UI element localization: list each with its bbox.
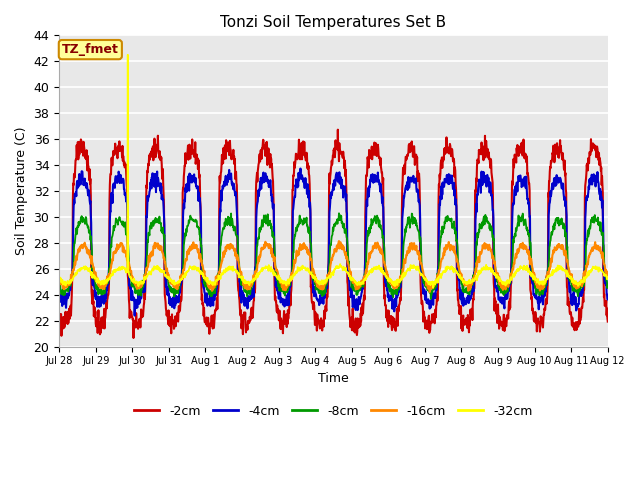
-2cm xyxy=(178,295,186,301)
-8cm xyxy=(177,273,185,279)
-8cm xyxy=(239,279,246,285)
-2cm xyxy=(130,335,138,341)
-2cm xyxy=(334,127,342,132)
-2cm xyxy=(239,331,247,337)
Y-axis label: Soil Temperature (C): Soil Temperature (C) xyxy=(15,127,28,255)
-2cm xyxy=(491,295,499,301)
-2cm xyxy=(164,321,172,327)
-8cm xyxy=(419,272,427,277)
-4cm xyxy=(164,284,172,290)
-8cm xyxy=(491,263,499,268)
-16cm xyxy=(335,238,343,244)
-32cm xyxy=(239,274,247,280)
-32cm xyxy=(164,276,172,281)
-32cm xyxy=(429,285,437,290)
Line: -32cm: -32cm xyxy=(59,55,608,288)
-4cm xyxy=(419,291,427,297)
-4cm xyxy=(296,166,304,171)
-16cm xyxy=(426,289,433,295)
-8cm xyxy=(55,278,63,284)
-8cm xyxy=(604,282,612,288)
Line: -4cm: -4cm xyxy=(59,168,608,315)
-32cm xyxy=(540,281,547,287)
Legend: -2cm, -4cm, -8cm, -16cm, -32cm: -2cm, -4cm, -8cm, -16cm, -32cm xyxy=(129,400,538,423)
-32cm xyxy=(419,273,427,279)
-4cm xyxy=(540,297,547,302)
-8cm xyxy=(427,296,435,302)
-4cm xyxy=(491,274,499,280)
-4cm xyxy=(55,299,63,304)
-4cm xyxy=(604,297,612,302)
-32cm xyxy=(124,52,132,58)
-32cm xyxy=(491,270,499,276)
-32cm xyxy=(55,276,63,282)
-4cm xyxy=(131,312,138,318)
-16cm xyxy=(491,259,499,265)
-2cm xyxy=(55,321,63,326)
X-axis label: Time: Time xyxy=(318,372,349,385)
-2cm xyxy=(604,319,612,324)
-4cm xyxy=(239,296,247,301)
Line: -2cm: -2cm xyxy=(59,130,608,338)
-16cm xyxy=(540,285,547,290)
-16cm xyxy=(604,275,612,281)
Text: TZ_fmet: TZ_fmet xyxy=(62,43,119,56)
-2cm xyxy=(540,317,547,323)
-32cm xyxy=(178,276,186,282)
Line: -16cm: -16cm xyxy=(59,241,608,292)
-16cm xyxy=(239,275,246,280)
-16cm xyxy=(419,268,427,274)
-16cm xyxy=(55,277,63,283)
Title: Tonzi Soil Temperatures Set B: Tonzi Soil Temperatures Set B xyxy=(220,15,447,30)
-32cm xyxy=(604,276,612,282)
-8cm xyxy=(540,288,547,293)
-2cm xyxy=(419,319,427,324)
-16cm xyxy=(177,276,185,282)
-8cm xyxy=(164,276,172,282)
-8cm xyxy=(335,210,343,216)
-16cm xyxy=(164,270,172,276)
-4cm xyxy=(178,279,186,285)
Line: -8cm: -8cm xyxy=(59,213,608,299)
